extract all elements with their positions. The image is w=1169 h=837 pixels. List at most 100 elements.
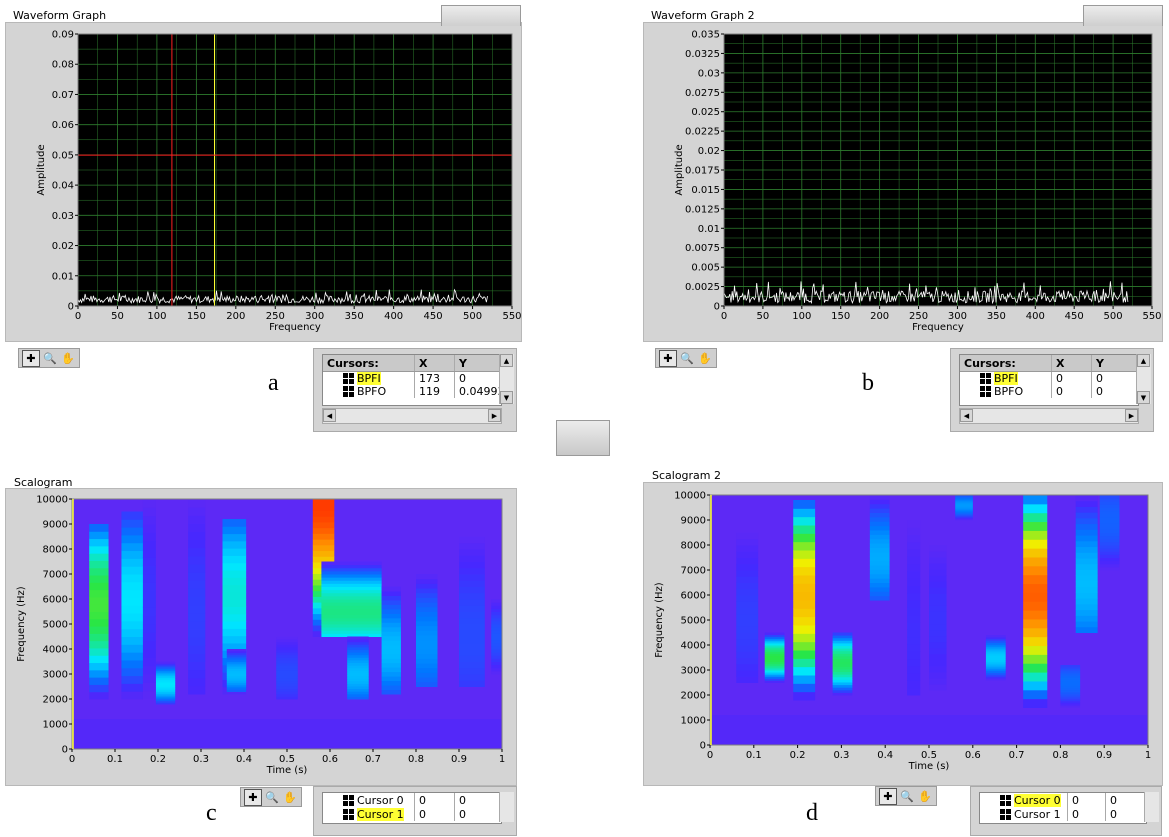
scalogram-cell [416,677,438,683]
scalogram-cell [459,655,485,662]
scalogram-cell [188,515,206,524]
x-tick-label: 0.5 [279,754,295,765]
cursor-name: BPFO [994,385,1024,398]
y-tick-label: 7000 [681,566,706,577]
scalogram-cell [188,499,206,508]
scalogram-cell [1060,705,1081,708]
scalogram-title: Scalogram [14,476,73,489]
scalogram-cell [832,640,853,644]
scalogram-cell [929,677,947,685]
scalogram-cell [142,540,156,550]
cursor-row-1[interactable]: Cursor 1 0 0 [980,807,1146,821]
y-tick-label: 0.04 [52,181,74,192]
scalogram-cell [347,670,369,674]
scroll-up-icon[interactable]: ▲ [1137,354,1150,367]
scalogram-cell [226,652,247,655]
scalogram-2-plot[interactable]: 0 0.1 0.2 0.3 0.4 0.5 0.6 0.7 0.8 0.9 1 0 1000 2000 30… [644,483,1162,785]
scroll-down-icon[interactable]: ▼ [500,391,513,404]
cursor-row-0[interactable]: Cursor 0 0 0 [323,793,501,807]
scalogram-cell [736,563,759,571]
scalogram-cell [1099,548,1120,552]
spectrum-trace [723,281,1129,305]
waveform-graph-2-plot[interactable]: 0 50 100 150 200 250 300 350 400 450 500 550 0 0.0025… [644,23,1162,341]
scalogram-cell [1075,586,1098,593]
scalogram-cell [222,533,247,542]
waveform-graph-tab[interactable] [441,5,521,26]
scalogram-cell [1099,532,1120,537]
pan-hand-icon[interactable]: ✋ [918,789,932,803]
scalogram-cell [226,663,247,666]
scalogram-cell [188,531,206,541]
zoom-icon[interactable]: 🔍 [265,790,279,804]
pan-hand-icon[interactable]: ✋ [283,790,297,804]
scalogram-cell [869,595,890,601]
cursor-vscroll[interactable]: ▲ ▼ [1136,354,1151,404]
pan-hand-icon[interactable]: ✋ [61,351,75,365]
scalogram-cell [907,600,921,608]
scalogram-cell [416,578,438,584]
cursor-hscroll[interactable]: ◀ ▶ [959,408,1139,424]
y-tick-label: 10000 [674,491,706,502]
scalogram-cell [985,659,1006,662]
cursor-hscroll[interactable]: ◀ ▶ [322,408,502,424]
scalogram-cell [121,511,143,520]
cursor-legend-b: Cursors: X Y BPFI 0 0 BPFO 0 0 ▲ ▼ ◀ ▶ [950,348,1154,432]
cursor-vscroll[interactable]: ▲ ▼ [499,354,514,404]
cursor-row-bpfi[interactable]: BPFI 0 0 [960,372,1138,385]
scalogram-cell [188,539,206,549]
waveform-graph-2-tab[interactable] [1083,5,1163,26]
zoom-icon[interactable]: 🔍 [900,789,914,803]
scroll-left-icon[interactable]: ◀ [960,409,973,422]
scalogram-cell [226,675,247,678]
scalogram-plot[interactable]: 0 0.1 0.2 0.3 0.4 0.5 0.6 0.7 0.8 0.9 1 0 1000 2000 30… [6,489,516,785]
scroll-right-icon[interactable]: ▶ [1125,409,1138,422]
scalogram-cell [459,667,485,675]
scalogram-cell [155,663,176,666]
scalogram-cell [416,630,438,636]
y-tick-label: 5000 [43,620,68,631]
center-button[interactable] [556,420,610,456]
cursor-row-bpfo[interactable]: BPFO 119 0.04993 [323,385,501,398]
scalogram-cell [985,655,1006,658]
scalogram-cell [929,635,947,643]
scalogram-cell [764,670,785,673]
scalogram-2-panel: 0 0.1 0.2 0.3 0.4 0.5 0.6 0.7 0.8 0.9 1 0 1000 2000 30… [643,482,1163,786]
cursor-row-1[interactable]: Cursor 1 0 0 [323,807,501,821]
y-tick-label: 0.03 [698,68,720,79]
scalogram-cell [121,542,143,552]
y-tick-label: 4000 [43,645,68,656]
crosshair-icon[interactable]: ✚ [22,349,40,367]
x-tick-label: 0.5 [921,750,937,761]
cursor-row-bpfo[interactable]: BPFO 0 0 [960,385,1138,398]
y-tick-label: 6000 [681,591,706,602]
scalogram-cell [381,640,401,646]
crosshair-icon[interactable]: ✚ [659,349,677,367]
scalogram-cell [929,569,947,576]
scalogram-cell [1099,510,1120,515]
crosshair-icon[interactable]: ✚ [244,788,262,806]
scroll-right-icon[interactable]: ▶ [488,409,501,422]
scalogram-cell [416,592,438,598]
scroll-left-icon[interactable]: ◀ [323,409,336,422]
cursor-row-0[interactable]: Cursor 0 0 0 [980,793,1146,807]
scroll-up-icon[interactable]: ▲ [500,354,513,367]
zoom-icon[interactable]: 🔍 [43,351,57,365]
scalogram-cell [276,680,298,684]
x-tick-label: 1 [499,754,505,765]
scalogram-cell [381,635,401,641]
scalogram-cell [793,550,816,559]
pan-hand-icon[interactable]: ✋ [698,351,712,365]
zoom-icon[interactable]: 🔍 [680,351,694,365]
cursor-y-value: 0 [1110,793,1117,807]
cursor-vscroll[interactable] [1144,792,1159,822]
cursor-row-bpfi[interactable]: BPFI 173 0 [323,372,501,385]
cursor-vscroll[interactable] [499,792,514,822]
cursor-header-x: X [415,355,455,371]
crosshair-icon[interactable]: ✚ [879,787,897,805]
scalogram-cell [459,611,485,619]
scalogram-cell [155,688,176,691]
scalogram-cell [188,645,206,654]
waveform-graph-plot[interactable]: 0 50 100 150 200 250 300 350 400 450 500 550 0 0.01 0.… [6,23,521,341]
scalogram-cell [121,620,143,630]
scroll-down-icon[interactable]: ▼ [1137,391,1150,404]
